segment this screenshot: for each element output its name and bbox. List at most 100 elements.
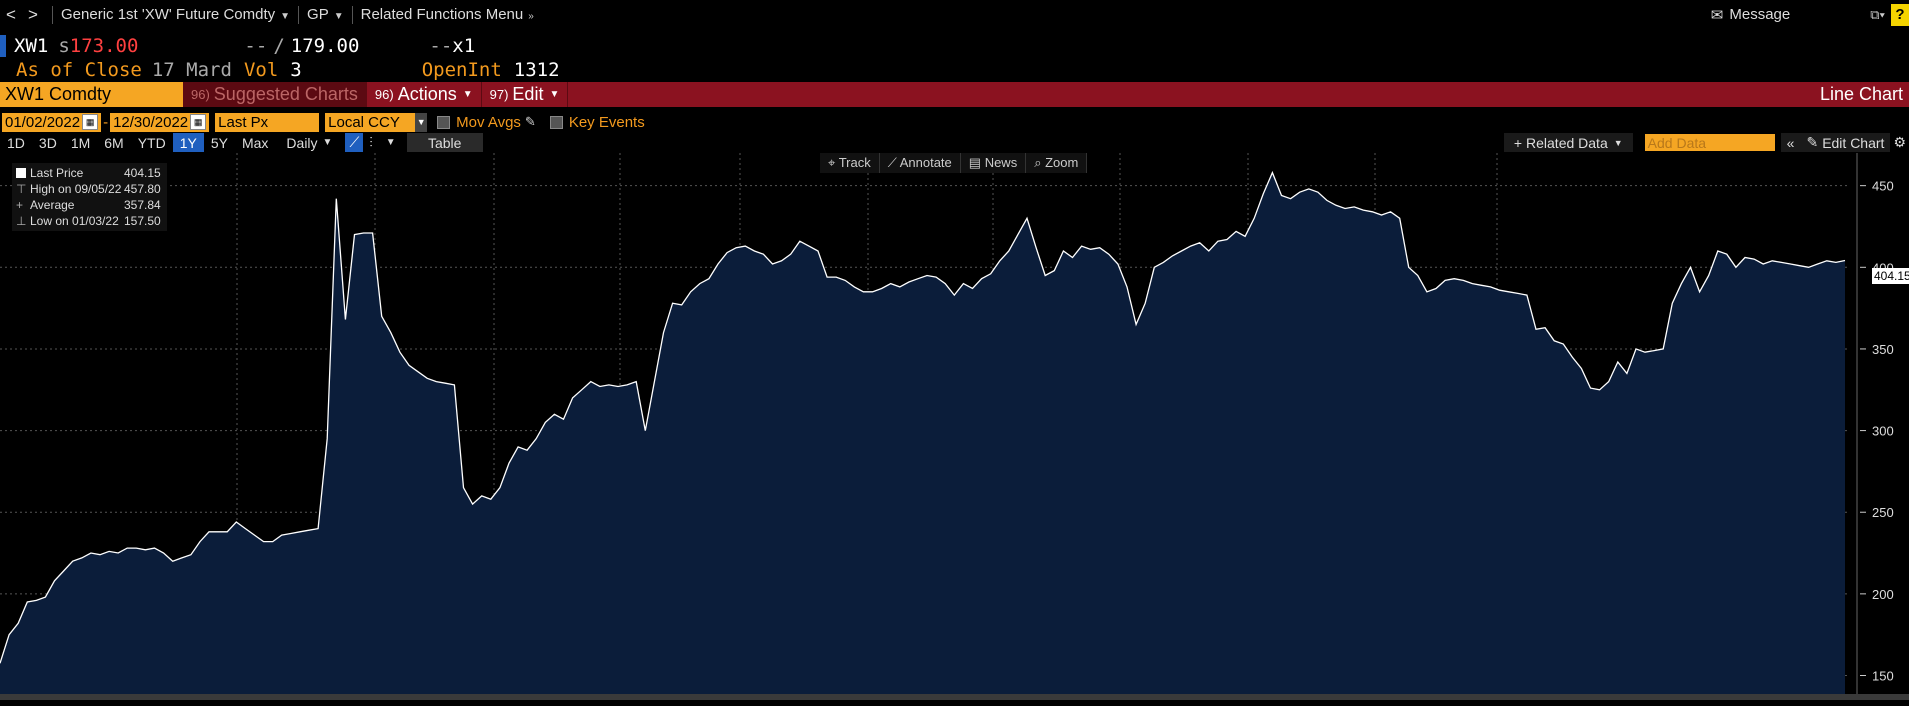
legend-avg: + Average 357.84: [16, 197, 161, 213]
openint-value: 1312: [513, 59, 560, 81]
range-6m[interactable]: 6M: [104, 134, 124, 151]
ticker-field[interactable]: XW1 Comdty: [0, 82, 183, 107]
line-chart-icon[interactable]: ⟋: [345, 133, 364, 152]
top-bar: < > Generic 1st 'XW' Future Comdty ▼ GP ▼ …: [0, 0, 1909, 29]
chart-tools: ⌖ Track ⟋ Annotate ▤ News ⌕ Zoom: [820, 153, 1088, 173]
scrollbar[interactable]: [0, 694, 1909, 700]
back-button[interactable]: <: [6, 4, 16, 24]
pencil-icon: ✎: [1806, 134, 1819, 150]
caret-down-icon[interactable]: ▼: [385, 137, 396, 148]
gear-icon[interactable]: ⚙: [1890, 133, 1909, 152]
last-prefix: s: [58, 35, 70, 57]
caret-down-icon[interactable]: ▼: [415, 112, 428, 132]
related-functions-label: Related Functions Menu: [360, 6, 524, 23]
gp-label: GP: [307, 6, 329, 23]
range-1m[interactable]: 1M: [70, 134, 91, 151]
caret-down-icon: ▼: [333, 11, 344, 22]
divider: [52, 5, 53, 24]
divider: [298, 5, 300, 24]
security-dropdown[interactable]: Generic 1st 'XW' Future Comdty ▼: [61, 6, 290, 23]
legend-last-value: 404.15: [124, 166, 161, 180]
divider: [351, 5, 353, 24]
track-label: Track: [838, 155, 871, 170]
bid-value: --: [244, 35, 268, 57]
chart-controls: 01/02/2022 ▦ - 12/30/2022 ▦ Last Px Loca…: [0, 111, 1909, 133]
focus-marker: [0, 35, 6, 57]
related-functions-menu[interactable]: Related Functions Menu »: [361, 6, 534, 23]
range-max[interactable]: Max: [241, 134, 269, 151]
collapse-icon[interactable]: «: [1780, 133, 1801, 152]
news-label: News: [984, 155, 1018, 170]
annotate-label: Annotate: [899, 155, 952, 170]
table-button[interactable]: Table: [406, 133, 483, 152]
currency-selector[interactable]: Local CCY: [325, 112, 416, 132]
range-1y[interactable]: 1Y: [172, 133, 204, 152]
range-buttons: 1D 3D 1M 6M YTD 1Y 5Y Max: [0, 133, 275, 152]
key-events-checkbox[interactable]: [549, 115, 563, 129]
legend-low-value: 157.50: [124, 214, 161, 228]
calendar-icon[interactable]: ▦: [82, 114, 99, 130]
suggested-charts-num: 96): [191, 87, 210, 102]
frequency-label: Daily: [286, 134, 318, 151]
high-marker-icon: ⊤: [16, 182, 27, 196]
news-button[interactable]: ▤ News: [960, 153, 1027, 173]
range-ytd[interactable]: YTD: [137, 134, 166, 151]
add-data-input[interactable]: Add Data: [1644, 134, 1775, 151]
annotate-button[interactable]: ⟋ Annotate: [879, 153, 961, 173]
plus-icon: +: [1513, 134, 1523, 151]
edit-num: 97): [489, 87, 509, 102]
gp-dropdown[interactable]: GP ▼: [307, 6, 344, 23]
track-button[interactable]: ⌖ Track: [820, 153, 880, 173]
envelope-icon: ✉: [1710, 6, 1724, 24]
window-options-icon[interactable]: ⧉▾: [1870, 6, 1885, 22]
field-selector[interactable]: Last Px: [215, 112, 320, 132]
chart-type-label: Line Chart: [1819, 84, 1903, 104]
bar-chart-icon[interactable]: ⫶: [369, 134, 373, 150]
legend-high-label: High on 09/05/22: [30, 182, 122, 196]
pencil-icon[interactable]: ✎: [524, 114, 536, 129]
end-date-field[interactable]: 12/30/2022 ▦: [110, 112, 210, 132]
forward-button[interactable]: >: [28, 4, 38, 24]
size-value: x1: [452, 35, 476, 57]
size-prefix: --: [429, 35, 453, 57]
actions-label: Actions: [397, 84, 457, 104]
caret-down-icon: ▼: [462, 89, 473, 100]
y-tick-label: 150: [1872, 669, 1894, 684]
range-toolbar: 1D 3D 1M 6M YTD 1Y 5Y Max Daily ▼ ⟋ ⫶ ▼ Table +…: [0, 133, 1909, 152]
edit-button[interactable]: 97) Edit ▼: [482, 82, 569, 107]
related-data-label: Related Data: [1526, 134, 1608, 151]
actions-num: 96): [374, 87, 394, 102]
mov-avgs-checkbox[interactable]: [437, 115, 451, 129]
zoom-button[interactable]: ⌕ Zoom: [1026, 153, 1088, 173]
range-3d[interactable]: 3D: [38, 134, 57, 151]
suggested-charts-button[interactable]: 96) Suggested Charts: [183, 82, 367, 107]
help-icon[interactable]: ?: [1891, 3, 1909, 26]
series-area: [0, 172, 1845, 700]
as-of-date: 17 Mar: [151, 59, 221, 81]
y-tick-label: 450: [1872, 179, 1894, 194]
key-events-label: Key Events: [568, 113, 645, 131]
edit-chart-label: Edit Chart: [1822, 134, 1885, 151]
frequency-dropdown[interactable]: Daily ▼: [279, 133, 339, 152]
legend-avg-label: Average: [30, 198, 75, 212]
crosshair-icon: ⌖: [828, 155, 839, 170]
start-date-field[interactable]: 01/02/2022 ▦: [2, 112, 102, 132]
actions-button[interactable]: 96) Actions ▼: [367, 82, 482, 107]
range-1d[interactable]: 1D: [7, 134, 25, 151]
y-tick-label: 350: [1872, 342, 1894, 357]
currency-value: Local CCY: [328, 113, 400, 131]
vol-label: Vol: [243, 59, 279, 81]
related-data-dropdown[interactable]: + Related Data ▼: [1503, 133, 1633, 152]
edit-chart-button[interactable]: ✎ Edit Chart: [1800, 133, 1891, 152]
average-marker-icon: +: [16, 198, 24, 212]
calendar-icon[interactable]: ▦: [190, 114, 207, 130]
message-button[interactable]: ✉ Message: [1711, 6, 1790, 24]
y-tick-label: 250: [1872, 505, 1894, 520]
quote-detail-line: As of Close 17 Mar d Vol 3 OpenInt 1312: [0, 58, 1909, 82]
range-5y[interactable]: 5Y: [210, 134, 228, 151]
caret-down-icon: ▼: [1613, 137, 1623, 148]
last-price-tag: 404.15: [1872, 268, 1909, 284]
double-chevron-down-icon: »: [528, 11, 534, 22]
price-chart[interactable]: 150200250300350400450: [0, 153, 1909, 700]
suggested-charts-label: Suggested Charts: [213, 84, 358, 104]
